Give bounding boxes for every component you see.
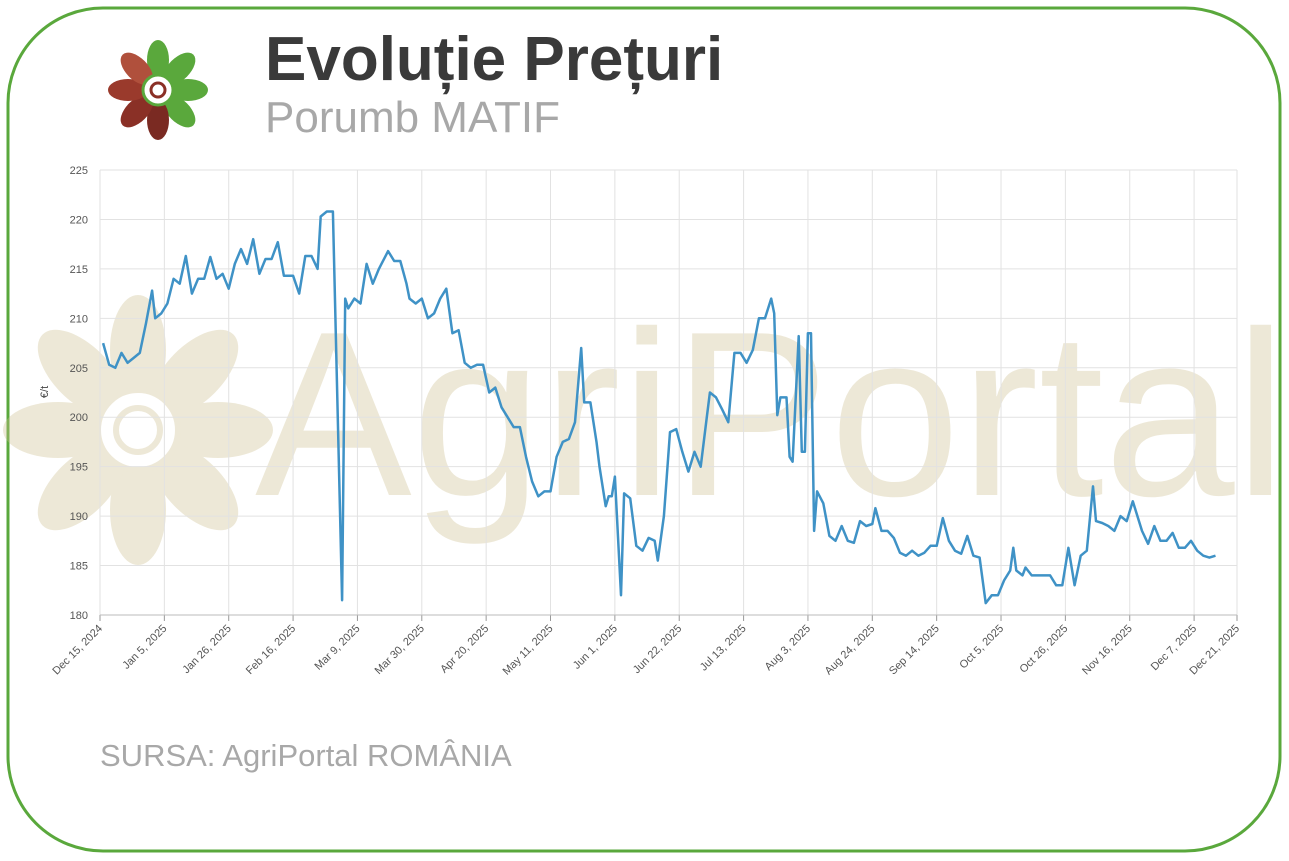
y-tick-label: 220 bbox=[70, 214, 88, 226]
y-tick-label: 190 bbox=[70, 511, 88, 523]
y-tick-label: 205 bbox=[70, 363, 88, 375]
plot bbox=[101, 210, 1216, 605]
y-tick-label: 180 bbox=[70, 610, 88, 622]
subtitle: Porumb MATIF bbox=[265, 93, 560, 142]
y-tick-label: 210 bbox=[70, 313, 88, 325]
logo bbox=[108, 40, 208, 140]
y-tick-label: 185 bbox=[70, 561, 88, 573]
watermark: AgriPortal bbox=[3, 282, 1287, 565]
y-tick-label: 225 bbox=[70, 165, 88, 177]
y-axis-label: €/t bbox=[39, 386, 51, 398]
y-tick-label: 215 bbox=[70, 264, 88, 276]
price-line bbox=[101, 210, 1216, 605]
watermark-text: AgriPortal bbox=[255, 282, 1287, 545]
y-tick-label: 200 bbox=[70, 412, 88, 424]
title: Evoluție Prețuri bbox=[265, 25, 723, 94]
watermark-flower bbox=[3, 295, 273, 565]
source: SURSA: AgriPortal ROMÂNIA bbox=[100, 738, 512, 773]
frame bbox=[6, 6, 1282, 853]
y-tick-label: 195 bbox=[70, 462, 88, 474]
